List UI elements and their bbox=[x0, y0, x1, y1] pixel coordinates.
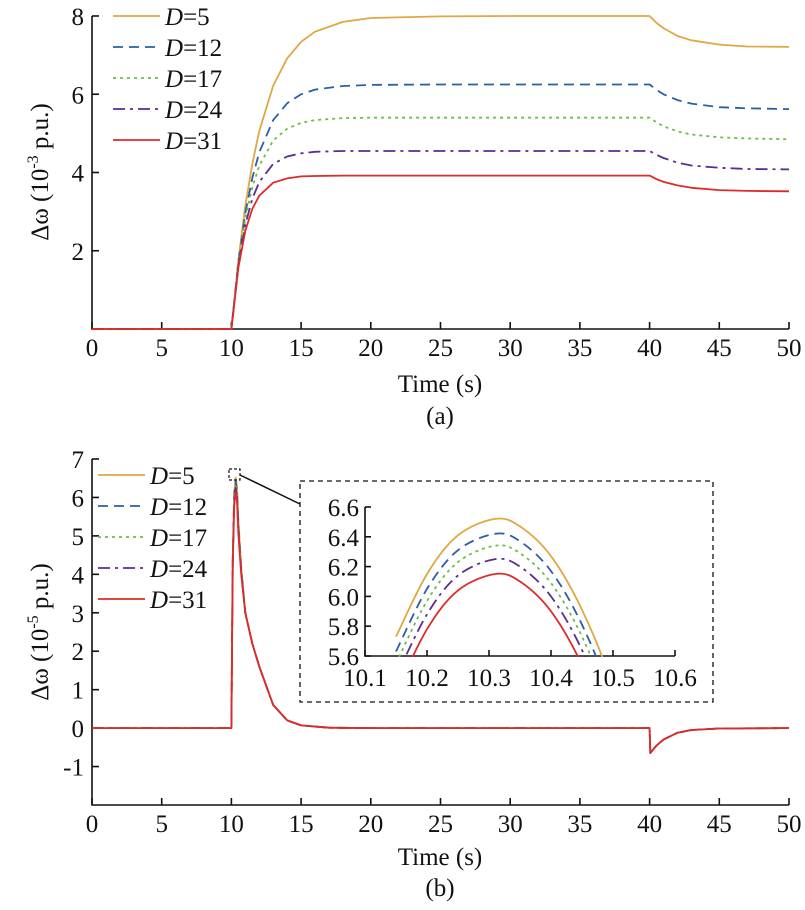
y-tick-label: 0 bbox=[72, 716, 85, 743]
series-group bbox=[92, 15, 790, 330]
series-line-D-12 bbox=[92, 83, 790, 330]
x-tick-label: 40 bbox=[637, 335, 662, 362]
x-tick-label: 50 bbox=[777, 811, 802, 838]
y-axis-label-b: Δω (10-5 p.u.) bbox=[25, 563, 54, 701]
inset-series-line-D-12 bbox=[395, 532, 598, 657]
x-tick-label: 15 bbox=[289, 811, 314, 838]
x-tick-label: 30 bbox=[498, 335, 523, 362]
x-tick-label: 10 bbox=[219, 335, 244, 362]
x-axis-label-b: Time (s) bbox=[398, 844, 483, 871]
inset-x-tick-label: 10.2 bbox=[405, 665, 449, 692]
legend-label: D=31 bbox=[164, 128, 222, 155]
x-tick-label: 5 bbox=[155, 335, 168, 362]
legend-label: D=31 bbox=[149, 587, 207, 614]
x-tick-label: 25 bbox=[428, 811, 453, 838]
x-tick-label: 20 bbox=[358, 335, 383, 362]
y-tick-label: 6 bbox=[72, 485, 85, 512]
panel-label-b: (b) bbox=[425, 875, 454, 902]
inset-y-tick-label: 5.6 bbox=[328, 644, 359, 671]
y-tick-label: 1 bbox=[72, 678, 85, 705]
inset-y-tick-label: 6.4 bbox=[328, 525, 360, 552]
y-axis-label-a: Δω (10-3 p.u.) bbox=[25, 103, 54, 241]
chart-panel-b: 0 5 10 15 20 25 30 35 40 45 50-101234567D=5D=12D=1… bbox=[63, 447, 802, 838]
zoom-region-marker bbox=[228, 468, 241, 481]
legend-label: D=12 bbox=[149, 494, 207, 521]
inset-series-group bbox=[395, 517, 604, 657]
x-tick-label: 0 bbox=[86, 811, 99, 838]
series-line-D-31 bbox=[92, 174, 790, 330]
x-tick-label: 25 bbox=[428, 335, 453, 362]
x-tick-label: 45 bbox=[707, 335, 732, 362]
legend-label: D=17 bbox=[149, 525, 207, 552]
inset-y-tick-label: 6.2 bbox=[328, 555, 359, 582]
inset-y-tick-label: 5.8 bbox=[328, 614, 359, 641]
y-tick-label: 2 bbox=[72, 239, 85, 266]
inset-x-tick-label: 10.5 bbox=[591, 665, 635, 692]
x-tick-label: 45 bbox=[707, 811, 732, 838]
y-tick-label: -1 bbox=[63, 755, 84, 782]
inset-y-tick-label: 6.6 bbox=[328, 495, 359, 522]
inset-connector bbox=[239, 474, 301, 505]
x-tick-label: 20 bbox=[358, 811, 383, 838]
inset-x-tick-label: 10.1 bbox=[343, 665, 387, 692]
x-tick-label: 15 bbox=[289, 335, 314, 362]
inset-y-tick-label: 6.0 bbox=[328, 584, 359, 611]
legend-label: D=5 bbox=[164, 4, 210, 31]
series-line-D-31 bbox=[92, 490, 790, 754]
inset-series-line-D-24 bbox=[404, 557, 587, 657]
legend-label: D=12 bbox=[164, 35, 222, 62]
x-tick-label: 30 bbox=[498, 811, 523, 838]
x-tick-label: 10 bbox=[219, 811, 244, 838]
inset-frame bbox=[299, 480, 714, 703]
chart-panel-a: 0 5 10 15 20 25 30 35 40 45 50 2 4 6 8 D=5 D=12 D=17 D=24 D… bbox=[72, 4, 802, 362]
inset-x-tick-label: 10.4 bbox=[529, 665, 573, 692]
series-line-D-24 bbox=[92, 150, 790, 330]
series-group bbox=[92, 476, 790, 754]
x-axis-label-a: Time (s) bbox=[398, 371, 483, 398]
legend-label: D=17 bbox=[164, 66, 222, 93]
y-tick-label: 4 bbox=[72, 161, 85, 188]
y-tick-label: 5 bbox=[72, 524, 85, 551]
x-tick-label: 0 bbox=[86, 335, 99, 362]
x-tick-label: 35 bbox=[567, 811, 592, 838]
x-tick-label: 5 bbox=[155, 811, 168, 838]
y-tick-label: 8 bbox=[72, 4, 85, 31]
legend-label: D=5 bbox=[149, 463, 195, 490]
y-tick-label: 3 bbox=[72, 601, 85, 628]
y-tick-label: 4 bbox=[72, 562, 85, 589]
inset-x-tick-label: 10.3 bbox=[467, 665, 511, 692]
legend-label: D=24 bbox=[149, 556, 208, 583]
inset-x-tick-label: 10.6 bbox=[653, 665, 697, 692]
x-tick-label: 50 bbox=[777, 335, 802, 362]
inset-series-line-D-17 bbox=[398, 544, 593, 657]
series-line-D-5 bbox=[92, 15, 790, 330]
axes-a bbox=[91, 16, 789, 330]
y-tick-label: 2 bbox=[72, 639, 85, 666]
inset-series-line-D-31 bbox=[411, 572, 580, 657]
y-tick-label: 7 bbox=[72, 447, 85, 474]
inset-series-line-D-5 bbox=[395, 517, 604, 657]
x-tick-label: 40 bbox=[637, 811, 662, 838]
panel-label-a: (a) bbox=[426, 403, 454, 430]
x-tick-label: 35 bbox=[567, 335, 592, 362]
legend-label: D=24 bbox=[164, 97, 223, 124]
y-tick-label: 6 bbox=[72, 82, 85, 109]
